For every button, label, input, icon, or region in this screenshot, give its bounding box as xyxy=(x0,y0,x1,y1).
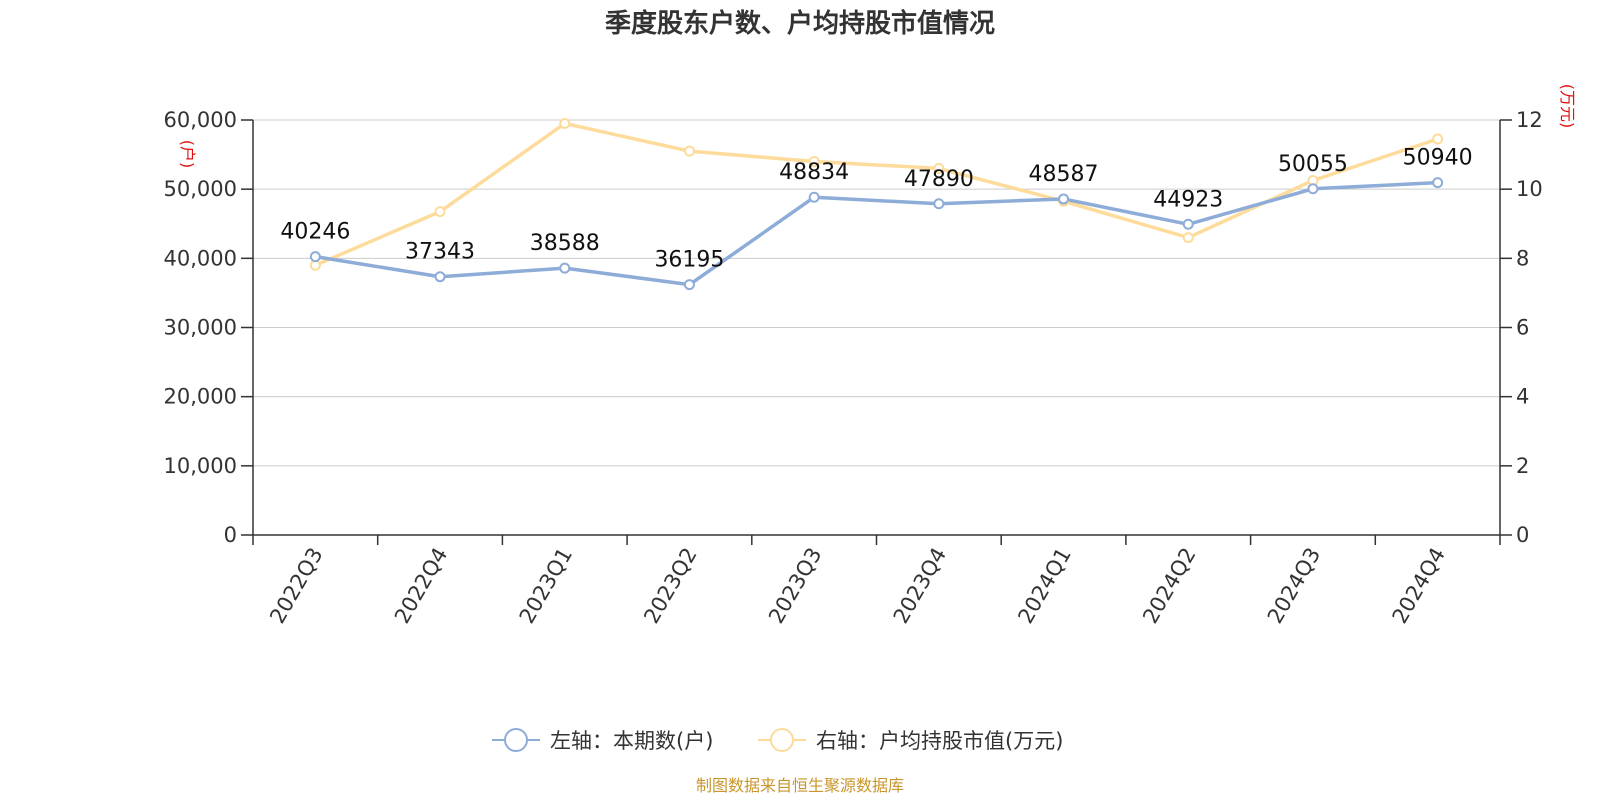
grid-lines xyxy=(253,119,1500,467)
data-label: 48587 xyxy=(1029,162,1099,187)
left-tick-label: 10,000 xyxy=(164,454,237,478)
shareholders-point xyxy=(309,251,321,263)
series-line-shareholders xyxy=(315,180,1438,287)
left-tick-label: 20,000 xyxy=(164,385,237,409)
data-label: 50940 xyxy=(1403,146,1473,171)
source-note: 制图数据来自恒生聚源数据库 xyxy=(696,776,904,795)
avg-value-point xyxy=(559,117,571,129)
series-line-avg-value xyxy=(314,121,1439,267)
shareholders-point xyxy=(683,279,695,291)
data-label: 48834 xyxy=(779,160,849,185)
legend[interactable]: 左轴：本期数(户) 右轴：户均持股市值(万元) xyxy=(492,728,1063,753)
legend-label: 左轴：本期数(户) xyxy=(550,729,713,753)
avg-value-point xyxy=(1432,133,1444,145)
chart-title: 季度股东户数、户均持股市值情况 xyxy=(605,8,995,39)
avg-value-point xyxy=(434,206,446,218)
shareholders-point xyxy=(559,262,571,274)
right-axis-ticks: 0 2 4 6 8 10 12 xyxy=(1500,108,1543,547)
left-tick-label: 0 xyxy=(224,523,237,547)
data-label: 36195 xyxy=(654,248,724,273)
shareholders-point xyxy=(933,198,945,210)
data-label: 50055 xyxy=(1278,152,1348,177)
right-tick-label: 12 xyxy=(1516,108,1543,132)
x-tick-label: 2024Q2 xyxy=(1138,544,1200,628)
x-tick-label: 2024Q4 xyxy=(1388,544,1450,628)
data-label: 44923 xyxy=(1153,187,1223,212)
data-label: 40246 xyxy=(280,220,350,245)
avg-value-point xyxy=(933,162,945,174)
x-tick-label: 2023Q4 xyxy=(889,544,951,628)
x-axis-ticks: 2022Q3 2022Q4 2023Q1 2023Q2 2023Q3 2023Q4 2024… xyxy=(252,535,1501,628)
right-tick-label: 10 xyxy=(1516,177,1543,201)
x-tick-label: 2024Q3 xyxy=(1263,544,1325,628)
avg-value-point xyxy=(683,145,695,157)
x-tick-label: 2023Q2 xyxy=(639,544,701,628)
x-tick-label: 2023Q3 xyxy=(764,544,826,628)
right-tick-label: 4 xyxy=(1516,385,1529,409)
data-label: 37343 xyxy=(405,240,475,265)
series-lines xyxy=(314,121,1439,287)
legend-marker xyxy=(770,728,794,752)
x-tick-label: 2024Q1 xyxy=(1013,544,1075,628)
shareholders-point xyxy=(1307,183,1319,195)
left-axis-unit: (户) xyxy=(178,140,197,169)
legend-item-avg-value[interactable]: 右轴：户均持股市值(万元) xyxy=(758,728,1063,753)
left-tick-label: 50,000 xyxy=(164,177,237,201)
legend-marker xyxy=(504,728,528,752)
shareholders-point xyxy=(808,191,820,203)
x-tick-label: 2022Q4 xyxy=(390,544,452,628)
left-tick-label: 40,000 xyxy=(164,246,237,270)
series-points xyxy=(309,117,1444,291)
x-tick-label: 2023Q1 xyxy=(515,544,577,628)
shareholders-point xyxy=(434,271,446,283)
shareholders-point xyxy=(1182,218,1194,230)
right-tick-label: 6 xyxy=(1516,316,1529,340)
right-tick-label: 0 xyxy=(1516,523,1529,547)
x-tick-label: 2022Q3 xyxy=(265,544,327,628)
shareholders-point xyxy=(1432,177,1444,189)
legend-item-shareholders[interactable]: 左轴：本期数(户) xyxy=(492,728,713,753)
left-tick-label: 30,000 xyxy=(164,316,237,340)
data-labels: 40246 37343 38588 36195 48834 47890 48587 44923… xyxy=(280,146,1472,273)
data-label: 38588 xyxy=(530,231,600,256)
left-axis-ticks: 0 10,000 20,000 30,000 40,000 50,000 60,000 xyxy=(164,108,253,547)
avg-value-point xyxy=(808,156,820,167)
avg-value-point xyxy=(1182,232,1194,244)
data-label: 47890 xyxy=(904,167,974,192)
shareholders-point xyxy=(1058,193,1070,205)
right-tick-label: 2 xyxy=(1516,454,1529,478)
left-tick-label: 60,000 xyxy=(164,108,237,132)
right-tick-label: 8 xyxy=(1516,246,1529,270)
right-axis-unit: (万元) xyxy=(1558,84,1577,129)
legend-label: 右轴：户均持股市值(万元) xyxy=(816,729,1063,753)
